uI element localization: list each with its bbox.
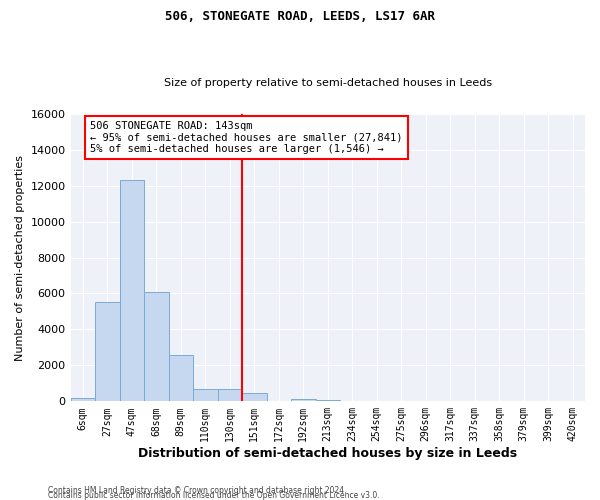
- X-axis label: Distribution of semi-detached houses by size in Leeds: Distribution of semi-detached houses by …: [138, 447, 517, 460]
- Bar: [218, 389, 242, 402]
- Bar: [119, 180, 144, 402]
- Text: 506, STONEGATE ROAD, LEEDS, LS17 6AR: 506, STONEGATE ROAD, LEEDS, LS17 6AR: [165, 10, 435, 23]
- Bar: [193, 389, 218, 402]
- Bar: [242, 393, 266, 402]
- Bar: [144, 292, 169, 402]
- Text: Contains HM Land Registry data © Crown copyright and database right 2024.: Contains HM Land Registry data © Crown c…: [48, 486, 347, 495]
- Bar: [291, 398, 316, 402]
- Bar: [95, 302, 119, 402]
- Title: Size of property relative to semi-detached houses in Leeds: Size of property relative to semi-detach…: [164, 78, 492, 88]
- Bar: [169, 354, 193, 402]
- Bar: [316, 400, 340, 402]
- Text: 506 STONEGATE ROAD: 143sqm
← 95% of semi-detached houses are smaller (27,841)
5%: 506 STONEGATE ROAD: 143sqm ← 95% of semi…: [90, 121, 403, 154]
- Y-axis label: Number of semi-detached properties: Number of semi-detached properties: [15, 154, 25, 360]
- Bar: [71, 398, 95, 402]
- Text: Contains public sector information licensed under the Open Government Licence v3: Contains public sector information licen…: [48, 491, 380, 500]
